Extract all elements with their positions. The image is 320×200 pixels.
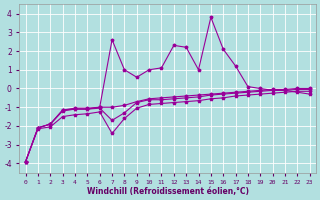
X-axis label: Windchill (Refroidissement éolien,°C): Windchill (Refroidissement éolien,°C) xyxy=(87,187,249,196)
